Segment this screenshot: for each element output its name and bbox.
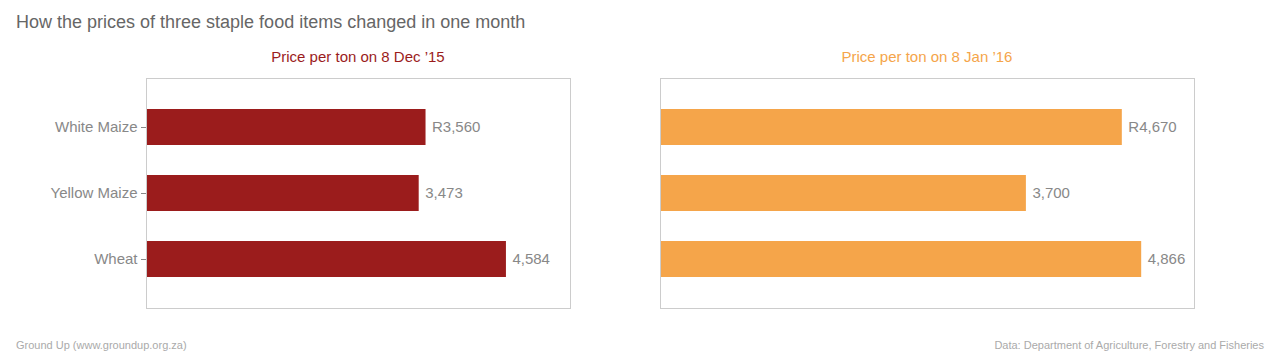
svg-text:3,473: 3,473 (425, 184, 463, 201)
html-text:Ground Up (www.groundup.org.za: Ground Up (www.groundup.org.za) (16, 339, 187, 351)
svg-text:Yellow Maize: Yellow Maize (51, 184, 138, 201)
html-text:Data: Department of Agricultur: Data: Department of Agriculture, Forestr… (994, 339, 1264, 351)
svg-text:R3,560: R3,560 (432, 118, 480, 135)
svg-text:4,866: 4,866 (1148, 250, 1186, 267)
svg-text:White Maize: White Maize (55, 118, 138, 135)
html-text:Price per ton on 8 Jan ’16: Price per ton on 8 Jan ’16 (841, 48, 1013, 65)
html-text:How the prices of three staple: How the prices of three staple food item… (16, 12, 526, 32)
svg-text:Wheat: Wheat (94, 250, 138, 267)
svg-text:4,584: 4,584 (512, 250, 550, 267)
html-text:Price per ton on 8 Dec ’15: Price per ton on 8 Dec ’15 (271, 48, 445, 65)
svg-text:3,700: 3,700 (1032, 184, 1070, 201)
svg-text:R4,670: R4,670 (1128, 118, 1176, 135)
